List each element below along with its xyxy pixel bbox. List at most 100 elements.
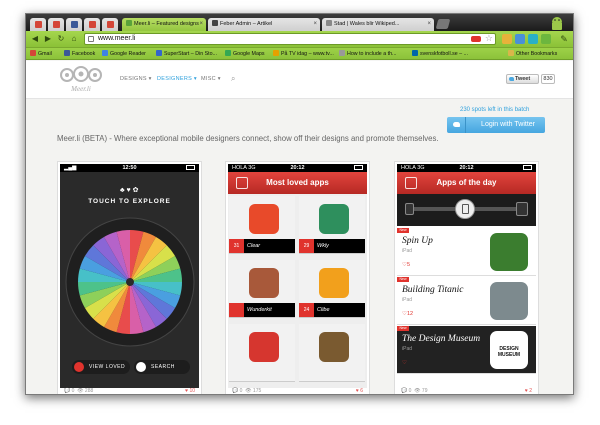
wheel-segment[interactable]	[130, 282, 176, 319]
search-icon[interactable]: ⌕	[231, 74, 236, 83]
phone-screenshot[interactable]: HOLA 3G 20:12 Apps of the day New Spin Up…	[397, 164, 536, 388]
design-card-apps-of-day[interactable]: HOLA 3G 20:12 Apps of the day New Spin Up…	[394, 161, 539, 394]
pinned-tab-3[interactable]	[66, 18, 82, 31]
wrench-icon[interactable]: ✎	[560, 34, 568, 44]
bookmark-facebook[interactable]: Facebook	[64, 48, 95, 60]
app-tile[interactable]: 24 Clibe	[299, 260, 365, 318]
heart-count[interactable]: 24	[299, 303, 314, 317]
phone-screenshot[interactable]: HOLA 3G 20:12 Most loved apps 31 Clear 29 W…	[228, 164, 367, 388]
bookmark-superstart[interactable]: SuperStart – Din Sto...	[156, 48, 217, 60]
app-tile[interactable]: Wunderkit	[229, 260, 295, 318]
wheel-segment[interactable]	[130, 245, 176, 282]
wheel-segment[interactable]	[130, 282, 167, 328]
app-list-item[interactable]: New Spin Up iPad ♡5	[397, 228, 536, 276]
menu-icon[interactable]	[405, 177, 417, 189]
wheel-segment[interactable]	[104, 282, 130, 333]
phone-screenshot[interactable]: ▂▄▆ 12:50 ♣ ♥ ✿ TOUCH TO EXPLORE VIEW LO…	[60, 164, 199, 388]
heart-count[interactable]: ♡	[402, 360, 407, 366]
forward-arrow-icon[interactable]: ▶	[44, 34, 52, 43]
wheel-segment[interactable]	[93, 282, 130, 328]
pinned-tab-5[interactable]	[102, 18, 118, 31]
reload-icon[interactable]: ↻	[57, 34, 65, 43]
phone-device-icon[interactable]	[405, 203, 414, 215]
app-list-item[interactable]: New The Design Museum iPad ♡ DESIGN MUSEUM	[397, 326, 536, 374]
wheel-segment[interactable]	[130, 236, 167, 282]
wheel-segment[interactable]	[130, 268, 182, 282]
wheel-segment[interactable]	[79, 256, 130, 282]
app-list-item[interactable]: New Building Titanic iPad ♡12	[397, 277, 536, 325]
love-count[interactable]: ♥ 6	[355, 388, 363, 394]
bookmark-tv-idag[interactable]: På TV idag – www.tv...	[273, 48, 334, 60]
twitter-bird-icon	[509, 77, 514, 81]
wheel-segment[interactable]	[130, 231, 156, 282]
bookmark-how-to[interactable]: How to include a th...	[339, 48, 396, 60]
extension-icon-1[interactable]	[502, 34, 512, 44]
wheel-segment[interactable]	[104, 231, 130, 282]
wheel-segment[interactable]	[78, 282, 130, 296]
wheel-segment[interactable]	[116, 230, 130, 282]
tablet-device-icon[interactable]	[516, 202, 528, 216]
wheel-segment[interactable]	[130, 282, 144, 334]
heart-count[interactable]	[229, 303, 244, 317]
love-count[interactable]: ♥ 10	[185, 388, 195, 394]
heart-count[interactable]: ♡5	[402, 262, 410, 268]
extension-icon-2[interactable]	[515, 34, 525, 44]
wheel-segment[interactable]	[84, 282, 130, 319]
app-tile[interactable]: 31 Clear	[229, 196, 295, 254]
app-tile[interactable]: 29 Wkly	[299, 196, 365, 254]
heart-count[interactable]: 29	[299, 239, 314, 253]
app-tile[interactable]	[299, 324, 365, 382]
other-bookmarks[interactable]: Other Bookmarks	[508, 48, 557, 60]
new-tab-button[interactable]	[435, 19, 451, 29]
wheel-segment[interactable]	[130, 282, 181, 308]
tab-stad[interactable]: Stad | Wales blir Wikiped... ×	[322, 18, 434, 31]
tweet-button[interactable]: Tweet	[506, 74, 539, 84]
wheel-segment[interactable]	[84, 245, 130, 282]
view-loved-button[interactable]: VIEW LOVED	[72, 360, 130, 374]
pinned-tab-1[interactable]	[30, 18, 46, 31]
app-tile[interactable]	[229, 324, 295, 382]
tab-meerli[interactable]: Meer.li – Featured designs ×	[122, 18, 206, 31]
wheel-segment[interactable]	[130, 256, 181, 282]
close-tab-icon[interactable]: ×	[427, 21, 431, 27]
device-switcher[interactable]	[397, 194, 536, 226]
home-icon[interactable]: ⌂	[71, 34, 77, 43]
search-button[interactable]: SEARCH	[134, 360, 190, 374]
close-tab-icon[interactable]: ×	[313, 21, 317, 27]
bookmark-google-maps[interactable]: Google Maps	[225, 48, 265, 60]
wheel-segment[interactable]	[79, 282, 130, 308]
bookmark-gmail[interactable]: Gmail	[30, 48, 52, 60]
back-arrow-icon[interactable]: ◀	[31, 34, 39, 43]
bookmark-svenskfotboll[interactable]: svenskfotboll.se – ...	[412, 48, 468, 60]
extension-icon-3[interactable]	[528, 34, 538, 44]
new-badge: New	[397, 277, 409, 282]
wheel-segment[interactable]	[130, 282, 156, 333]
nav-designers[interactable]: DESIGNERS ▾	[157, 76, 197, 82]
meerli-logo[interactable]: Meer.li	[57, 65, 105, 93]
heart-count[interactable]: 31	[229, 239, 244, 253]
wheel-segment[interactable]	[116, 282, 130, 334]
pinned-tab-2[interactable]	[48, 18, 64, 31]
slider-knob[interactable]	[455, 199, 475, 219]
bookmark-google-reader[interactable]: Google Reader	[102, 48, 146, 60]
close-tab-icon[interactable]: ×	[199, 21, 203, 27]
heart-count[interactable]: ♡12	[402, 311, 414, 317]
nav-designs[interactable]: DESIGNS ▾	[120, 76, 152, 82]
design-card-explore[interactable]: ▂▄▆ 12:50 ♣ ♥ ✿ TOUCH TO EXPLORE VIEW LO…	[57, 161, 202, 394]
tab-feber[interactable]: Feber Admin – Artikel ×	[208, 18, 320, 31]
menu-icon[interactable]	[236, 177, 248, 189]
design-card-most-loved[interactable]: HOLA 3G 20:12 Most loved apps 31 Clear 29 W…	[225, 161, 370, 394]
wheel-segment[interactable]	[130, 282, 182, 296]
color-wheel[interactable]	[62, 214, 198, 350]
wheel-segment[interactable]	[93, 236, 130, 282]
extension-icon-4[interactable]	[541, 34, 551, 44]
rss-icon[interactable]	[471, 36, 481, 42]
pinned-tab-4[interactable]	[84, 18, 100, 31]
wheel-segment[interactable]	[78, 268, 130, 282]
nav-misc[interactable]: MISC ▾	[201, 76, 221, 82]
star-icon[interactable]: ☆	[484, 33, 493, 43]
address-bar[interactable]: www.meer.li ☆	[84, 33, 496, 45]
wheel-segment[interactable]	[130, 230, 144, 282]
love-count[interactable]: ♥ 2	[524, 388, 532, 394]
login-with-twitter-button[interactable]: Login with Twitter	[447, 117, 545, 133]
